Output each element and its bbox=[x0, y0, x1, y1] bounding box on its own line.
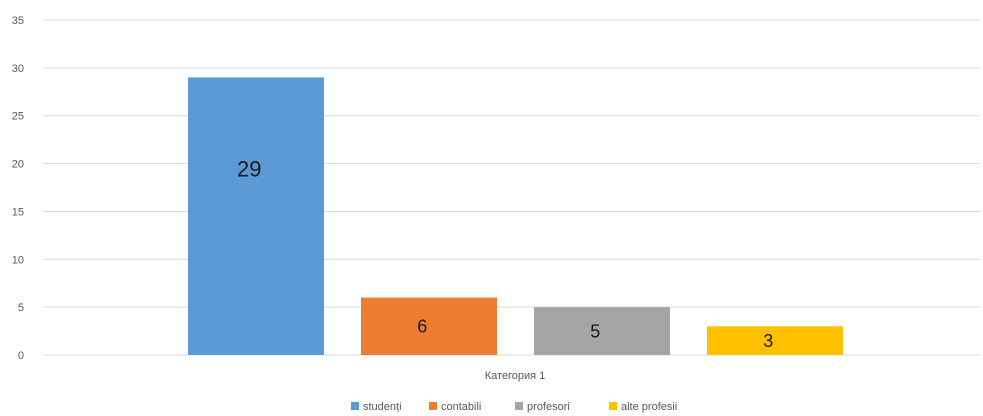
bar-alte-profesii bbox=[707, 326, 843, 355]
data-label: 5 bbox=[590, 321, 600, 341]
legend-swatch bbox=[515, 402, 523, 410]
data-label: 3 bbox=[763, 331, 773, 351]
legend-swatch bbox=[429, 402, 437, 410]
y-tick-label: 35 bbox=[12, 15, 24, 27]
legend-swatch bbox=[609, 402, 617, 410]
legend-label: studenți bbox=[363, 401, 402, 413]
legend: studenți contabili profesori alte profesii bbox=[351, 401, 677, 413]
legend-label: alte profesii bbox=[621, 401, 677, 413]
category-label: Категория 1 bbox=[485, 370, 546, 382]
y-tick-label: 10 bbox=[12, 254, 24, 266]
bars bbox=[188, 77, 843, 355]
y-tick-label: 15 bbox=[12, 206, 24, 218]
y-axis-ticks: 0 5 10 15 20 25 30 35 bbox=[12, 15, 24, 362]
data-label: 6 bbox=[417, 317, 427, 337]
y-tick-label: 0 bbox=[18, 350, 24, 362]
y-tick-label: 25 bbox=[12, 111, 24, 123]
data-label: 29 bbox=[237, 157, 261, 182]
legend-swatch bbox=[351, 402, 359, 410]
legend-label: profesori bbox=[527, 401, 570, 413]
data-labels: 29 6 5 3 bbox=[237, 157, 773, 351]
y-tick-label: 30 bbox=[12, 63, 24, 75]
y-tick-label: 5 bbox=[18, 302, 24, 314]
y-tick-label: 20 bbox=[12, 159, 24, 171]
bar-contabili bbox=[361, 297, 497, 355]
legend-label: contabili bbox=[441, 401, 481, 413]
bar-profesori bbox=[534, 307, 670, 355]
bar-studenți bbox=[188, 77, 324, 355]
gridlines bbox=[44, 19, 980, 356]
